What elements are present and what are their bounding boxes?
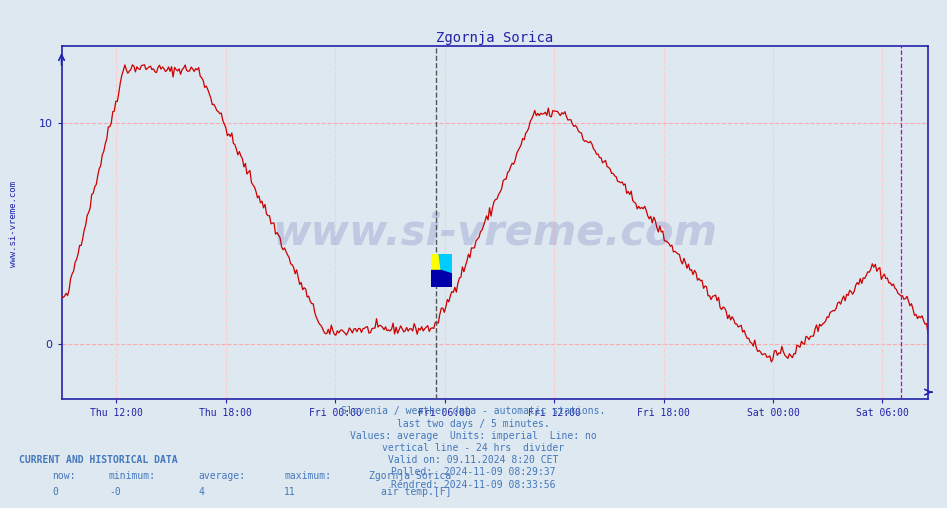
Polygon shape (431, 254, 441, 270)
Text: minimum:: minimum: (109, 471, 156, 482)
Title: Zgornja Sorica: Zgornja Sorica (437, 30, 553, 45)
Text: Valid on: 09.11.2024 8:20 CET: Valid on: 09.11.2024 8:20 CET (388, 455, 559, 465)
Text: average:: average: (199, 471, 246, 482)
Text: 11: 11 (284, 487, 295, 497)
Text: 0: 0 (52, 487, 58, 497)
Text: -0: -0 (109, 487, 120, 497)
Text: Rendred: 2024-11-09 08:33:56: Rendred: 2024-11-09 08:33:56 (391, 480, 556, 490)
Text: vertical line - 24 hrs  divider: vertical line - 24 hrs divider (383, 443, 564, 453)
Text: 4: 4 (199, 487, 205, 497)
Text: Zgornja Sorica: Zgornja Sorica (369, 471, 452, 482)
Polygon shape (439, 254, 452, 274)
Text: Slovenia / weather data - automatic stations.: Slovenia / weather data - automatic stat… (341, 406, 606, 417)
Text: last two days / 5 minutes.: last two days / 5 minutes. (397, 419, 550, 429)
Text: www.si-vreme.com: www.si-vreme.com (273, 212, 717, 254)
Text: CURRENT AND HISTORICAL DATA: CURRENT AND HISTORICAL DATA (19, 455, 178, 465)
Text: www.si-vreme.com: www.si-vreme.com (9, 180, 19, 267)
Text: Polled:  2024-11-09 08:29:37: Polled: 2024-11-09 08:29:37 (391, 467, 556, 478)
Polygon shape (431, 270, 452, 287)
Text: air temp.[F]: air temp.[F] (381, 487, 451, 497)
Text: maximum:: maximum: (284, 471, 331, 482)
Text: now:: now: (52, 471, 76, 482)
Text: Values: average  Units: imperial  Line: no: Values: average Units: imperial Line: no (350, 431, 597, 441)
